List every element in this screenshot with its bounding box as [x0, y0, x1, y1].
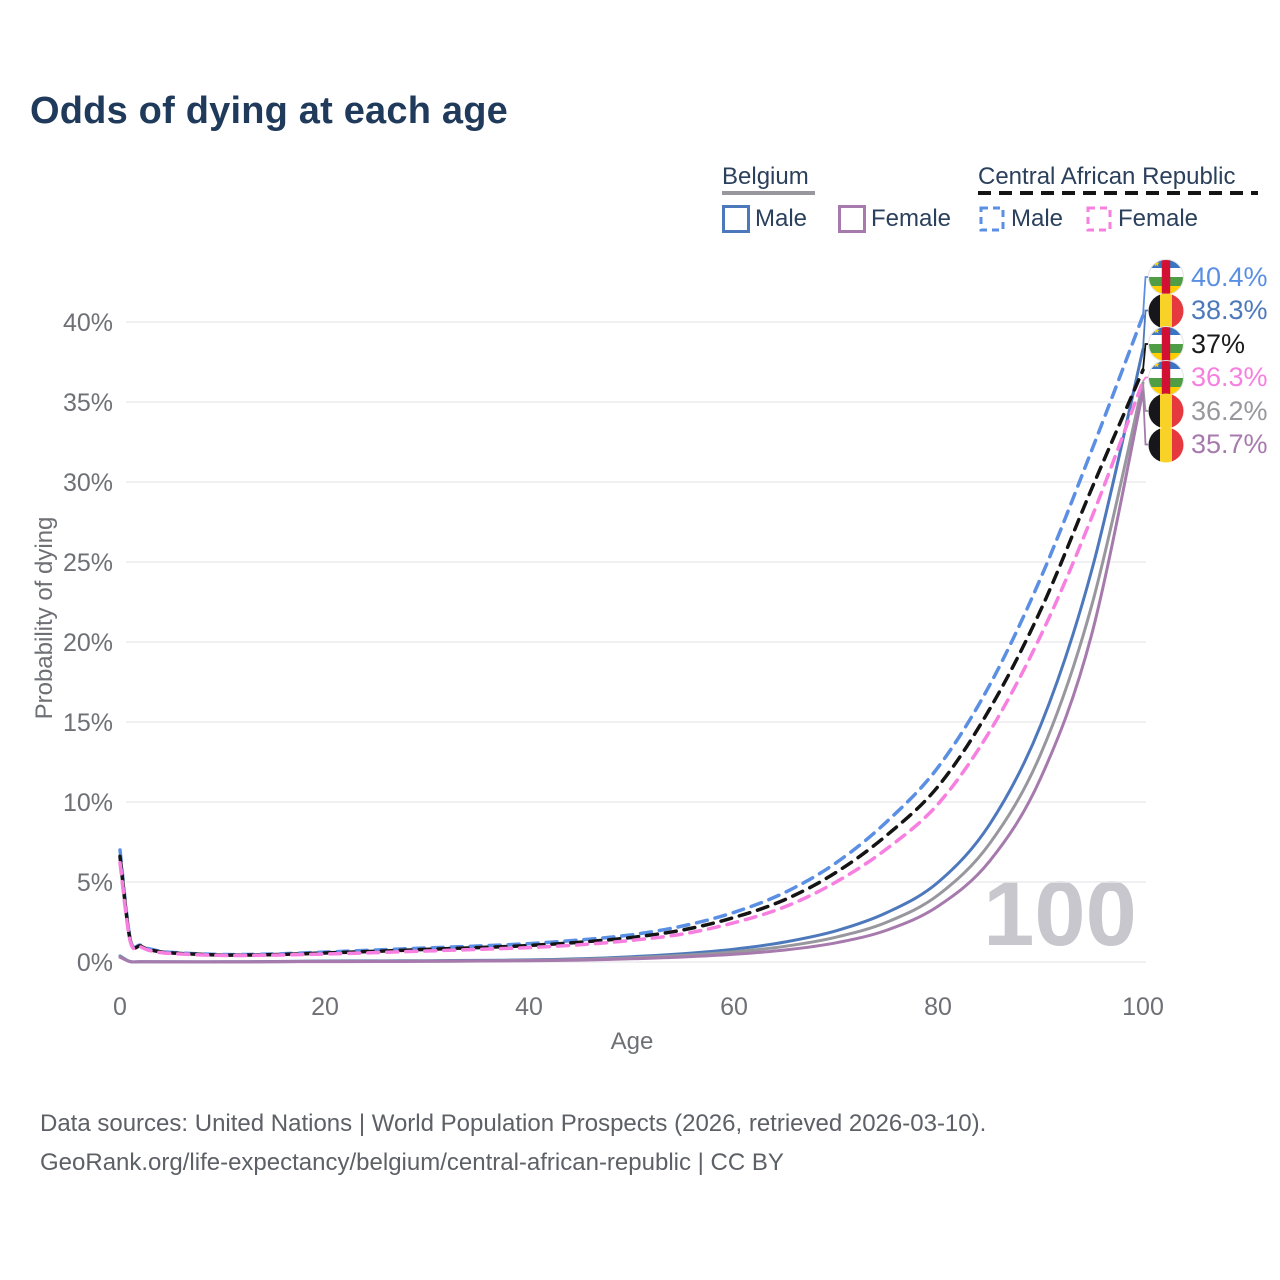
x-tick-80: 80	[924, 993, 952, 1021]
y-tick-25: 25%	[62, 549, 113, 577]
y-tick-20: 20%	[62, 629, 113, 657]
series-car-male-line	[118, 313, 1145, 957]
series-belgium-total-line	[118, 381, 1145, 964]
belgium-female-swatch-icon	[838, 205, 866, 233]
y-axis-title: Probability of dying	[31, 516, 58, 720]
car-female-swatch-icon	[1086, 206, 1112, 232]
end-label-car-female: 36.3%	[1148, 359, 1268, 396]
car-flag-icon	[1148, 326, 1184, 362]
belgium-male-swatch-icon	[722, 205, 750, 233]
legend-label: Female	[1118, 205, 1199, 232]
end-label-value: 36.3%	[1191, 362, 1268, 392]
end-label-belgium-female: 35.7%	[1148, 427, 1268, 463]
x-tick-60: 60	[720, 993, 748, 1021]
legend-label: Male	[1011, 205, 1064, 232]
series-belgium-male-line	[118, 347, 1145, 964]
series-car-female-line	[118, 379, 1145, 958]
end-label-belgium-total: 36.2%	[1148, 393, 1268, 429]
x-tick-0: 0	[113, 993, 127, 1021]
belgium-flag-icon	[1148, 427, 1184, 462]
end-label-value: 35.7%	[1191, 429, 1268, 459]
series-car-total-line	[118, 368, 1145, 957]
y-tick-0: 0%	[76, 949, 113, 977]
end-label-value: 40.4%	[1191, 261, 1268, 292]
belgium-flag-icon	[1148, 393, 1184, 429]
legend-item-car-male[interactable]: Male	[978, 205, 1063, 233]
legend-item-belgium-female[interactable]: Female	[838, 205, 951, 233]
end-label-value: 36.2%	[1191, 395, 1268, 426]
car-male-swatch-icon	[979, 206, 1005, 232]
end-label-car-total: 37%	[1148, 326, 1245, 362]
y-tick-40: 40%	[62, 309, 113, 337]
y-tick-5: 5%	[76, 869, 113, 897]
gridlines	[126, 321, 1146, 963]
page-title: Odds of dying at each age	[30, 90, 508, 132]
legend-car-header: Central African Republic	[978, 163, 1236, 190]
legend-item-belgium-male[interactable]: Male	[722, 205, 807, 233]
footer-attribution: GeoRank.org/life-expectancy/belgium/cent…	[40, 1149, 784, 1176]
y-tick-30: 30%	[62, 469, 113, 497]
x-tick-20: 20	[311, 993, 339, 1021]
y-tick-35: 35%	[62, 389, 113, 417]
belgium-flag-icon	[1148, 293, 1184, 328]
legend-label: Female	[871, 205, 952, 232]
x-axis-title: Age	[610, 1028, 654, 1055]
end-label-leader-lines	[1142, 276, 1148, 446]
end-label-car-male: 40.4%	[1148, 259, 1268, 295]
footer-data-sources: Data sources: United Nations | World Pop…	[40, 1110, 987, 1137]
legend-item-car-female[interactable]: Female	[1085, 205, 1198, 233]
legend-belgium-header: Belgium	[722, 163, 809, 190]
legend-belgium-underline	[722, 191, 815, 195]
end-label-value: 38.3%	[1191, 295, 1268, 325]
end-label-belgium-male: 38.3%	[1148, 293, 1268, 329]
y-tick-10: 10%	[62, 789, 113, 817]
series-belgium-female-line	[118, 389, 1145, 964]
watermark-age-100: 100	[983, 863, 1137, 965]
x-tick-40: 40	[515, 993, 543, 1021]
legend-car-underline	[978, 191, 1258, 195]
end-label-value: 37%	[1191, 328, 1246, 359]
legend-label: Male	[755, 205, 808, 232]
y-tick-15: 15%	[62, 709, 113, 737]
x-tick-100: 100	[1122, 993, 1164, 1021]
car-flag-icon	[1148, 359, 1184, 396]
car-flag-icon	[1148, 259, 1184, 295]
